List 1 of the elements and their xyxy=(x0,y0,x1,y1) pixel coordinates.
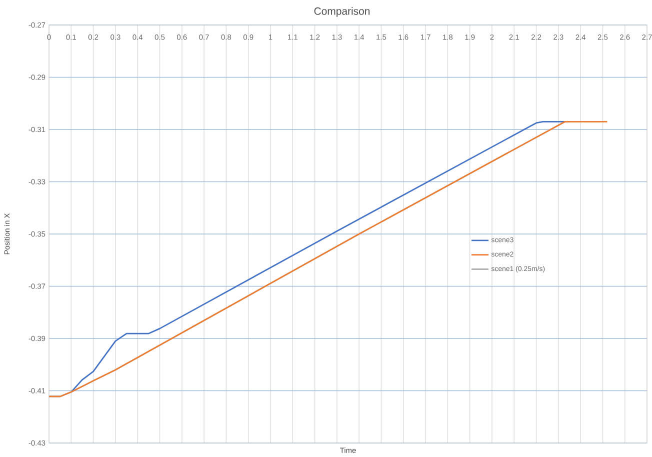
chart-title: Comparison xyxy=(314,7,370,17)
